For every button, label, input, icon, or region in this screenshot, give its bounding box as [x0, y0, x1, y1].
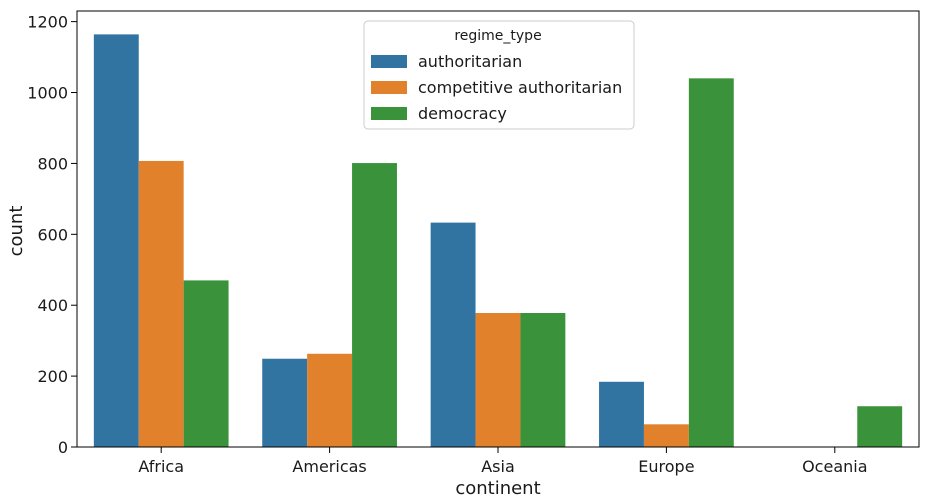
legend-label: authoritarian	[418, 52, 522, 71]
legend-items: authoritarian competitive authoritarian de…	[371, 52, 622, 123]
y-tick-label: 1200	[27, 13, 68, 32]
y-axis: 0 200 400 600 800 1000 1200	[27, 13, 77, 457]
legend-label: democracy	[418, 104, 507, 123]
bar-americas-competitive-authoritarian	[307, 353, 353, 447]
bar-africa-authoritarian	[93, 34, 139, 448]
legend-swatch	[371, 107, 407, 120]
x-tick-label: Africa	[138, 457, 184, 476]
bar-asia-competitive-authoritarian	[475, 313, 521, 447]
legend-swatch	[371, 55, 407, 68]
bar-americas-democracy	[352, 163, 397, 447]
y-tick-label: 1000	[27, 84, 68, 103]
bar-americas-authoritarian	[262, 358, 308, 447]
bar-africa-competitive-authoritarian	[138, 160, 184, 447]
bar-europe-competitive-authoritarian	[643, 424, 689, 447]
legend-label: competitive authoritarian	[418, 78, 622, 97]
x-tick-label: Americas	[292, 457, 366, 476]
x-tick-label: Europe	[638, 457, 694, 476]
x-tick-label: Asia	[481, 457, 515, 476]
y-tick-label: 400	[37, 296, 68, 315]
y-tick-label: 200	[37, 367, 68, 386]
bar-europe-authoritarian	[599, 381, 644, 447]
x-tick-label: Oceania	[802, 457, 867, 476]
legend: regime_type authoritarian competitive aut…	[363, 20, 635, 130]
legend-title: regime_type	[454, 28, 541, 44]
bar-africa-democracy	[183, 280, 229, 447]
y-axis-title: count	[6, 206, 27, 257]
legend-box	[363, 20, 635, 130]
y-tick-label: 800	[37, 154, 68, 173]
x-axis-title: continent	[455, 478, 540, 499]
bar-oceania-democracy	[857, 406, 903, 447]
bar-europe-democracy	[688, 78, 734, 447]
x-axis: Africa Americas Asia Europe Oceania	[138, 447, 868, 476]
bar-asia-democracy	[520, 313, 566, 447]
plot-frame	[76, 10, 920, 448]
y-tick-label: 600	[37, 225, 68, 244]
bar-asia-authoritarian	[430, 222, 476, 447]
y-tick-label: 0	[58, 438, 68, 457]
legend-swatch	[371, 81, 407, 94]
bars-layer	[93, 34, 903, 448]
